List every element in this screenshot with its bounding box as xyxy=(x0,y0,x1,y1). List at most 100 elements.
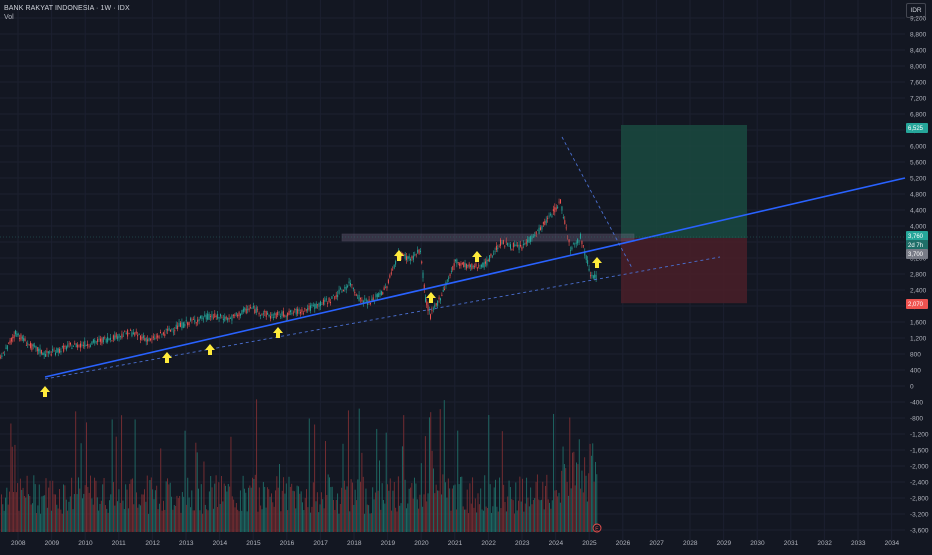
candle-body xyxy=(483,261,485,268)
candle-body xyxy=(360,297,361,300)
candle-body xyxy=(347,285,349,288)
up-arrow-icon xyxy=(205,344,215,355)
volume-bar xyxy=(26,475,28,532)
volume-bar xyxy=(438,490,440,532)
candle-body xyxy=(42,353,44,355)
up-arrow-icon xyxy=(394,250,404,261)
candle-body xyxy=(218,317,220,319)
volume-bar xyxy=(256,399,258,532)
candle-body xyxy=(220,314,221,317)
candle-body xyxy=(571,247,573,250)
candle-body xyxy=(410,258,411,261)
candle-body xyxy=(297,308,299,314)
candle-body xyxy=(379,292,381,295)
candle-body xyxy=(307,308,309,311)
candle-body xyxy=(568,239,570,243)
candle-body xyxy=(147,339,149,342)
volume-bar xyxy=(580,488,582,532)
time-axis-label: 2019 xyxy=(381,540,396,547)
candle-body xyxy=(15,330,16,335)
candle-body xyxy=(294,309,296,310)
candle-body xyxy=(4,354,6,356)
volume-bar xyxy=(231,496,233,532)
candle-body xyxy=(74,343,76,345)
volume-bar xyxy=(315,501,317,532)
symbol-title[interactable]: BANK RAKYAT INDONESIA · 1W · IDX xyxy=(4,5,130,12)
volume-bar xyxy=(223,483,225,532)
candle-body xyxy=(184,323,186,327)
candle-body xyxy=(354,291,356,293)
volume-bar xyxy=(519,476,521,532)
volume-bar xyxy=(141,494,143,532)
volume-bar xyxy=(528,506,530,532)
candle-body xyxy=(252,306,254,308)
candle-body xyxy=(508,245,510,247)
candle-body xyxy=(557,206,559,209)
candle-body xyxy=(140,335,141,340)
volume-bar xyxy=(590,455,592,532)
candle-body xyxy=(534,234,536,237)
candle-body xyxy=(78,345,80,347)
candle-body xyxy=(310,305,311,311)
candle-body xyxy=(172,331,174,333)
currency-badge[interactable]: IDR xyxy=(906,3,926,18)
candle-body xyxy=(491,255,493,257)
volume-bar xyxy=(493,487,495,532)
candle-body xyxy=(320,301,321,307)
volume-bar xyxy=(14,444,16,532)
candle-body xyxy=(162,332,164,335)
candle-body xyxy=(122,335,124,337)
price-axis-label: 6,000 xyxy=(910,143,927,150)
volume-bar xyxy=(257,511,259,532)
time-axis-label: 2027 xyxy=(649,540,664,547)
volume-bar xyxy=(353,504,355,532)
volume-bar xyxy=(541,499,542,532)
volume-bar xyxy=(412,498,414,532)
candle-body xyxy=(92,339,94,343)
volume-bar xyxy=(86,422,87,532)
candle-body xyxy=(231,315,233,321)
volume-bar xyxy=(397,476,399,532)
volume-bar xyxy=(30,504,32,532)
volume-bar xyxy=(64,485,66,532)
candle-body xyxy=(551,215,553,217)
volume-bar xyxy=(499,477,501,532)
volume-bar xyxy=(568,495,569,532)
time-axis-label: 2026 xyxy=(616,540,631,547)
time-axis-label: 2014 xyxy=(213,540,228,547)
candle-body xyxy=(324,299,326,302)
candle-body xyxy=(267,312,269,315)
volume-bar xyxy=(163,500,164,532)
volume-bar xyxy=(76,494,78,532)
volume-bar xyxy=(512,500,514,532)
volume-bar xyxy=(158,503,160,532)
target-zone xyxy=(621,125,747,238)
volume-bar xyxy=(249,485,251,532)
candle-body xyxy=(502,240,504,245)
volume-bar xyxy=(439,409,441,532)
candle-body xyxy=(240,313,241,316)
candle-body xyxy=(190,318,191,321)
volume-bar xyxy=(507,496,509,532)
volume-bar xyxy=(46,507,48,532)
volume-bar xyxy=(473,507,475,532)
volume-bar xyxy=(535,481,537,532)
candle-body xyxy=(71,347,73,349)
price-axis-label: 7,200 xyxy=(910,95,927,102)
price-axis-label: 400 xyxy=(910,367,921,374)
candle-body xyxy=(82,345,84,346)
volume-bar xyxy=(385,432,387,532)
candle-body xyxy=(402,253,403,255)
volume-bar xyxy=(104,505,106,532)
candle-body xyxy=(387,279,389,283)
candle-body xyxy=(127,329,129,337)
candle-body xyxy=(104,337,106,339)
volume-indicator-label[interactable]: Vol xyxy=(4,14,14,21)
volume-bar xyxy=(318,512,320,532)
volume-bar xyxy=(391,510,393,532)
volume-bar xyxy=(273,506,275,532)
volume-bar xyxy=(55,494,56,532)
candle-body xyxy=(70,342,71,345)
